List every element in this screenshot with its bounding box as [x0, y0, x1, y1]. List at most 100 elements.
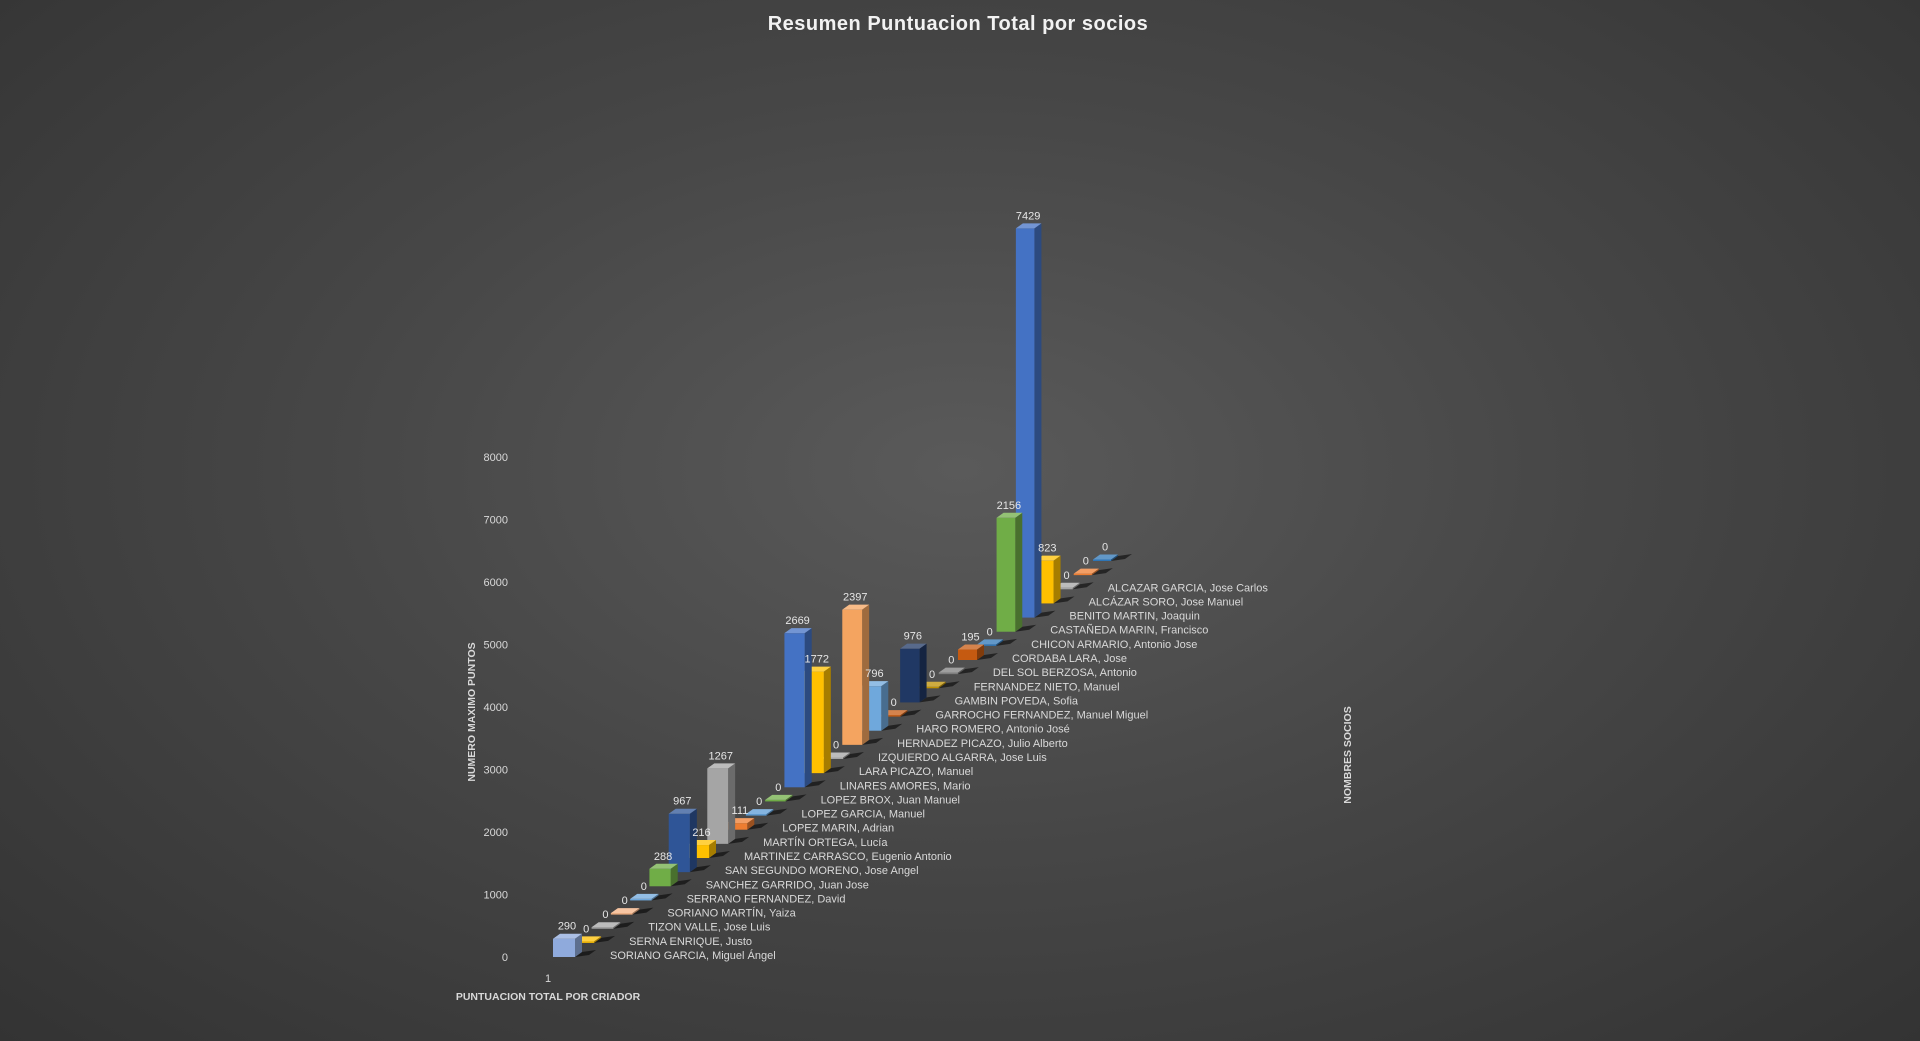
- bar-top: [745, 809, 774, 815]
- bar-shadow: [823, 766, 845, 774]
- bar-top: [591, 922, 621, 928]
- bar-shadow: [1034, 610, 1056, 618]
- x-axis-title: PUNTUACION TOTAL POR CRIADOR: [456, 991, 641, 1003]
- bar: [1073, 568, 1113, 576]
- y-axis-ticks: 0 1000 2000 3000 4000 5000 6000 7000 8000: [484, 452, 508, 964]
- y-tick-label: 1000: [484, 890, 508, 902]
- bar-front: [784, 633, 805, 788]
- series-name-label: ALCAZAR GARCIA, Jose Carlos: [1108, 582, 1269, 594]
- bar-side: [594, 936, 602, 943]
- bar-front: [823, 757, 843, 759]
- bar-side: [1111, 554, 1118, 561]
- bar: [900, 643, 941, 703]
- series-name-label: LINARES AMORES, Mario: [840, 780, 971, 792]
- bar-shadow: [651, 893, 673, 901]
- x-category-label: 1: [545, 973, 551, 985]
- series-name-label: LARA PICAZO, Manuel: [859, 766, 973, 778]
- series-name-label: TIZON VALLE, Jose Luis: [648, 922, 771, 934]
- data-label: 2669: [785, 615, 809, 627]
- bar-top: [1054, 582, 1080, 588]
- bar-shadow: [862, 737, 884, 745]
- data-label: 0: [1083, 556, 1089, 568]
- bar-side: [862, 604, 870, 745]
- data-label: 7429: [1016, 210, 1040, 222]
- bar-shadow: [919, 695, 941, 703]
- bar: [765, 794, 807, 802]
- data-label: 2397: [843, 592, 867, 604]
- bar-shadow: [747, 822, 769, 830]
- data-label: 0: [833, 740, 839, 752]
- bar-side: [613, 922, 621, 929]
- bar-shadow: [881, 723, 903, 731]
- data-labels: 0 0 0 823 7429 2156 0 195 0 0 976 0 796 2397 0 1772 2669…: [558, 210, 1108, 935]
- bar-shadow: [957, 667, 979, 675]
- y-tick-label: 8000: [484, 452, 508, 464]
- data-label: 0: [1102, 542, 1108, 554]
- bar-shadow: [996, 638, 1018, 646]
- data-label: 0: [948, 655, 954, 667]
- bar-top: [900, 643, 927, 649]
- bar-shadow: [766, 808, 788, 816]
- bar-side: [919, 643, 927, 703]
- bar-side: [1053, 555, 1061, 604]
- bar-side: [728, 763, 736, 844]
- bar: [1054, 582, 1094, 590]
- y-axis-title: NUMERO MAXIMO PUNTOS: [466, 642, 478, 781]
- bar-side: [977, 644, 984, 660]
- data-label: 0: [1064, 570, 1070, 582]
- bar: [553, 933, 596, 957]
- bar-side: [632, 908, 640, 915]
- bar: [938, 667, 979, 675]
- series-name-label: SERRANO FERNANDEZ, David: [687, 893, 846, 905]
- bar-front: [553, 938, 575, 957]
- y-tick-label: 4000: [484, 702, 508, 714]
- data-label: 976: [904, 631, 922, 643]
- bar-front: [630, 898, 652, 901]
- bar-front: [880, 715, 901, 717]
- bar: [996, 512, 1037, 632]
- bar-top: [553, 933, 582, 939]
- series-name-label: HARO ROMERO, Antonio José: [916, 724, 1069, 736]
- bar-top: [938, 667, 965, 673]
- bar-side: [804, 628, 812, 788]
- bar-side: [938, 681, 946, 689]
- bar-front: [996, 517, 1016, 632]
- bar-front: [842, 609, 863, 745]
- bar-front: [726, 823, 748, 830]
- series-name-label: DEL SOL BERZOSA, Antonio: [993, 667, 1137, 679]
- bar-shadow: [785, 794, 807, 802]
- bar-top: [630, 893, 659, 899]
- bar-front: [977, 644, 997, 646]
- bar-shadow: [632, 907, 654, 915]
- bar-top: [1093, 554, 1118, 560]
- bar-side: [766, 809, 774, 816]
- bar: [707, 763, 750, 844]
- data-label: 823: [1038, 543, 1056, 555]
- bar-front: [591, 927, 614, 929]
- data-label: 0: [929, 669, 935, 681]
- bar-shadow: [575, 950, 596, 957]
- bar-side: [996, 639, 1004, 646]
- bar-side: [785, 794, 793, 802]
- data-label: 967: [673, 796, 691, 808]
- bar: [842, 604, 884, 745]
- y-tick-label: 6000: [484, 577, 508, 589]
- bar-top: [1035, 555, 1061, 561]
- bar-front: [958, 649, 977, 660]
- bar-front: [745, 814, 767, 816]
- bar-front: [1093, 559, 1111, 561]
- bar-side: [1072, 582, 1080, 590]
- bar-front: [938, 672, 958, 675]
- data-label: 290: [558, 921, 576, 933]
- y-tick-label: 3000: [484, 765, 508, 777]
- bar-shadow: [1111, 554, 1132, 561]
- bar-shadow: [709, 851, 730, 858]
- bar: [958, 644, 998, 660]
- bar-shadow: [900, 709, 922, 717]
- bar-front: [707, 768, 729, 844]
- y-tick-label: 2000: [484, 827, 508, 839]
- bar-side: [823, 666, 831, 774]
- series-name-label: GARROCHO FERNANDEZ, Manuel Miguel: [935, 710, 1148, 722]
